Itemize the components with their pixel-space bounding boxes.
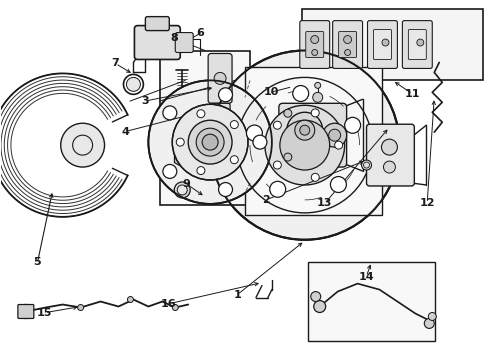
Bar [244,67,382,215]
Circle shape [381,39,388,46]
Circle shape [163,106,177,120]
Text: 7: 7 [111,58,119,68]
Circle shape [273,121,281,129]
Circle shape [312,92,322,102]
Text: 4: 4 [121,127,129,136]
Circle shape [61,123,104,167]
Circle shape [279,120,329,170]
Polygon shape [174,149,190,167]
Bar [307,262,434,341]
FancyBboxPatch shape [367,21,397,68]
FancyBboxPatch shape [210,103,229,141]
Circle shape [78,305,83,310]
FancyBboxPatch shape [18,305,34,319]
FancyBboxPatch shape [278,103,346,167]
FancyBboxPatch shape [366,124,413,186]
FancyBboxPatch shape [211,145,228,175]
Circle shape [264,105,344,185]
Text: 11: 11 [404,89,420,99]
Circle shape [172,305,178,310]
Circle shape [210,50,399,240]
FancyBboxPatch shape [305,32,323,58]
FancyBboxPatch shape [402,21,431,68]
Circle shape [343,36,351,44]
Circle shape [196,128,224,156]
Text: 14: 14 [358,272,373,282]
Circle shape [330,176,346,193]
Circle shape [127,297,133,302]
Circle shape [361,160,371,170]
Circle shape [322,123,346,147]
Circle shape [424,319,433,328]
Circle shape [286,112,322,148]
Circle shape [273,161,281,169]
Circle shape [344,50,350,55]
FancyBboxPatch shape [299,21,329,68]
Circle shape [269,181,285,197]
FancyBboxPatch shape [175,32,193,53]
Circle shape [328,129,340,141]
Text: 8: 8 [170,33,177,43]
Circle shape [334,141,342,149]
Circle shape [176,138,184,146]
Circle shape [218,88,232,102]
Circle shape [230,121,238,129]
Circle shape [126,77,140,91]
Circle shape [310,292,320,302]
Circle shape [381,139,397,155]
Circle shape [292,86,308,102]
FancyBboxPatch shape [145,17,169,31]
Circle shape [202,134,218,150]
Circle shape [310,174,319,181]
Circle shape [427,312,435,320]
Circle shape [252,135,266,149]
Text: 10: 10 [263,87,279,97]
FancyBboxPatch shape [373,30,390,59]
Circle shape [177,185,187,195]
Circle shape [294,120,314,140]
FancyBboxPatch shape [134,26,180,59]
Circle shape [311,50,317,55]
FancyBboxPatch shape [407,30,426,59]
Circle shape [148,80,271,204]
Circle shape [310,36,318,44]
FancyBboxPatch shape [332,21,362,68]
Circle shape [218,183,232,197]
Circle shape [172,104,247,180]
Text: 1: 1 [233,290,241,300]
Circle shape [188,120,232,164]
Circle shape [283,109,291,117]
Circle shape [177,153,187,163]
Circle shape [314,82,320,88]
Circle shape [230,156,238,164]
Circle shape [383,161,395,173]
Circle shape [174,182,190,198]
Bar [160,50,249,205]
FancyBboxPatch shape [338,32,356,58]
Text: 9: 9 [182,179,190,189]
Circle shape [197,167,204,175]
Circle shape [246,125,262,141]
Text: 3: 3 [141,96,148,106]
Text: 13: 13 [317,198,332,208]
Circle shape [19,305,33,319]
Text: 15: 15 [37,308,52,318]
Circle shape [344,117,360,133]
Text: 6: 6 [196,28,204,38]
FancyBboxPatch shape [208,54,232,103]
Circle shape [299,125,309,135]
Circle shape [214,72,225,84]
Circle shape [416,39,423,46]
Text: 12: 12 [419,198,434,208]
Circle shape [163,165,177,179]
Circle shape [283,153,291,161]
Circle shape [197,110,204,118]
Text: 16: 16 [161,299,177,309]
Text: 2: 2 [262,195,270,205]
Circle shape [215,117,224,127]
Circle shape [313,301,325,312]
Circle shape [310,109,319,117]
Text: 5: 5 [34,257,41,267]
Bar [301,9,482,80]
